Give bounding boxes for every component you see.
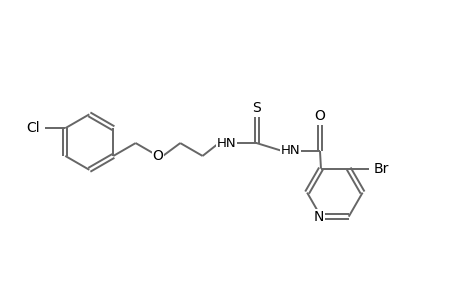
- Text: N: N: [313, 210, 324, 224]
- Text: HN: HN: [280, 145, 299, 158]
- Text: O: O: [152, 149, 163, 163]
- Text: Cl: Cl: [26, 121, 39, 135]
- Text: Br: Br: [373, 162, 388, 176]
- Text: S: S: [252, 101, 260, 116]
- Text: O: O: [314, 109, 325, 123]
- Text: HN: HN: [217, 136, 236, 150]
